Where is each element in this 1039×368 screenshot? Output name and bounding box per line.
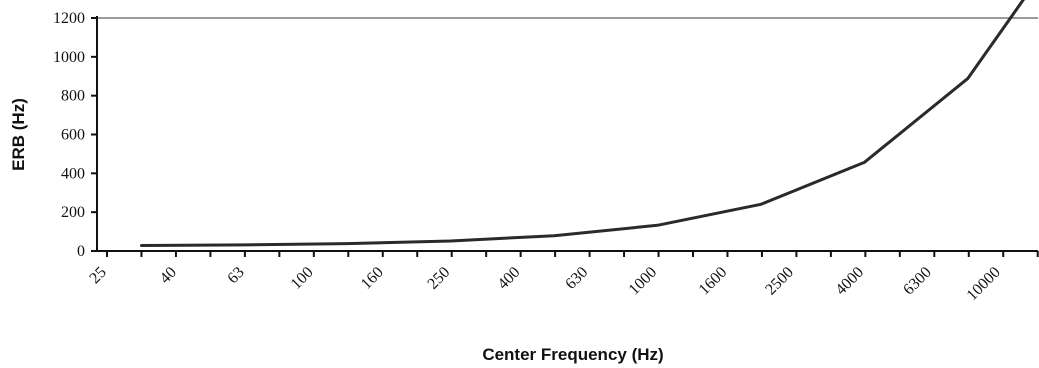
x-tick-label: 40 bbox=[157, 264, 180, 287]
erb-series-line bbox=[140, 0, 1025, 247]
x-tick-label: 2500 bbox=[762, 264, 797, 299]
x-axis-ticks: 25 40 63 100 160 250 400 630 1000 1600 2500 4000 630… bbox=[86, 251, 1039, 304]
y-tick-label: 0 bbox=[77, 243, 85, 260]
y-tick-label: 1000 bbox=[53, 49, 85, 66]
x-tick-label: 1000 bbox=[626, 264, 661, 299]
y-axis-title: ERB (Hz) bbox=[9, 98, 28, 171]
x-tick-label: 10000 bbox=[964, 264, 1004, 304]
x-tick-label: 6300 bbox=[900, 264, 935, 299]
x-tick-label: 400 bbox=[495, 264, 524, 293]
chart-series bbox=[140, 0, 1025, 247]
x-axis-title: Center Frequency (Hz) bbox=[482, 345, 663, 364]
y-axis-ticks: 0 200 400 600 800 1000 1200 bbox=[53, 10, 97, 260]
x-tick-label: 630 bbox=[562, 264, 591, 293]
x-tick-label: 250 bbox=[424, 264, 453, 293]
y-tick-label: 800 bbox=[61, 88, 85, 105]
x-tick-label: 25 bbox=[86, 264, 109, 287]
y-tick-label: 1200 bbox=[53, 10, 85, 27]
x-tick-label: 100 bbox=[288, 264, 317, 293]
x-tick-label: 4000 bbox=[832, 264, 867, 299]
chart-axes bbox=[91, 16, 1038, 252]
x-tick-label: 160 bbox=[358, 264, 387, 293]
x-tick-label: 63 bbox=[224, 264, 247, 287]
y-tick-label: 200 bbox=[61, 204, 85, 221]
y-tick-label: 600 bbox=[61, 127, 85, 144]
y-tick-label: 400 bbox=[61, 165, 85, 182]
x-tick-label: 1600 bbox=[696, 264, 731, 299]
